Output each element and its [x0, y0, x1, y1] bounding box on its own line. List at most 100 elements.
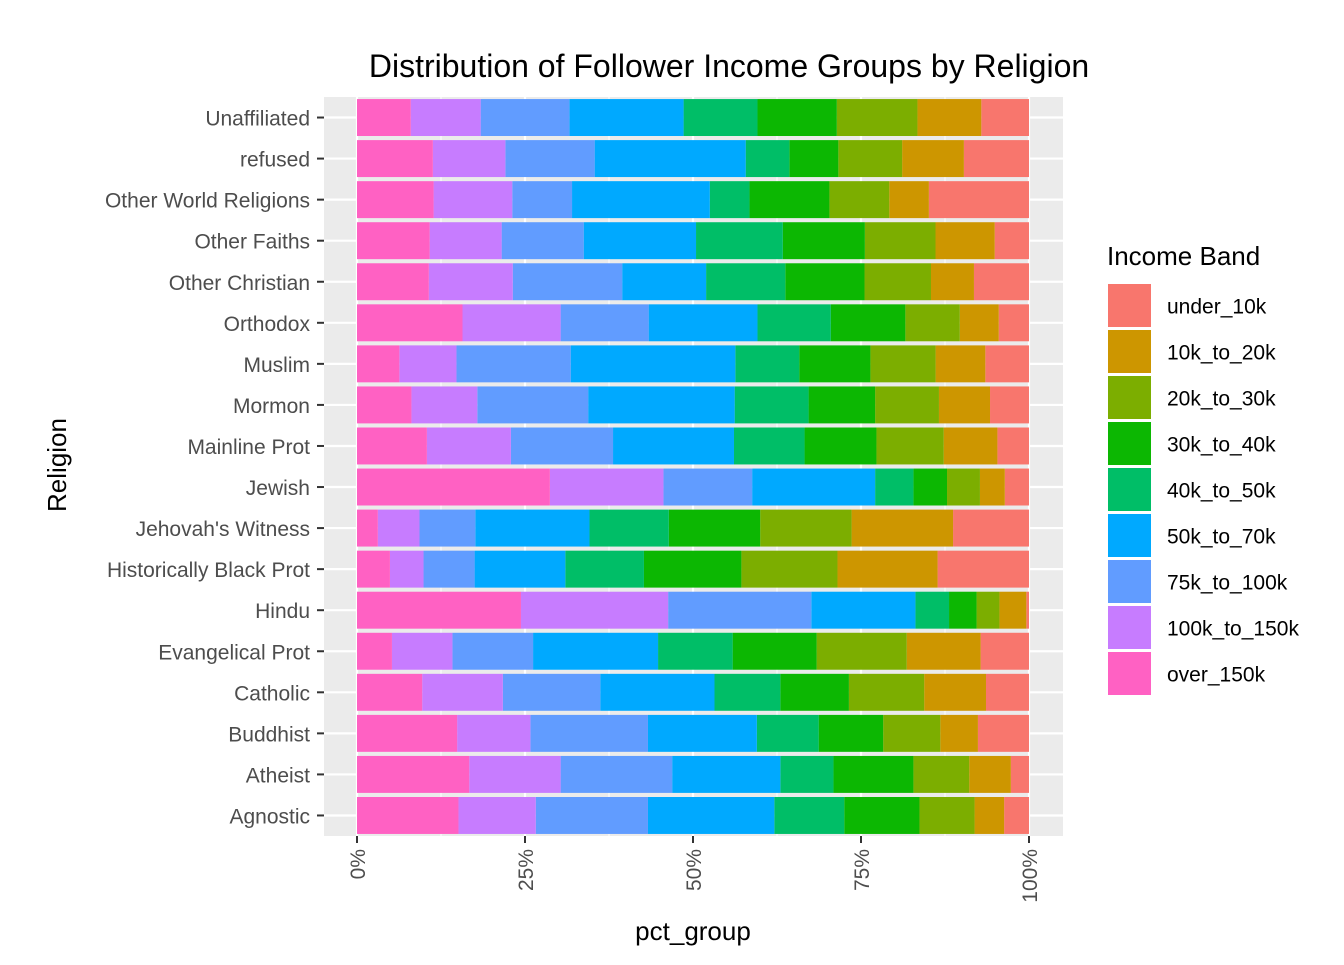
bar-segment-75k_to_100k — [477, 386, 589, 424]
bar-segment-under_10k — [1010, 755, 1029, 793]
bar-segment-10k_to_20k — [837, 550, 938, 588]
legend-key-100k_to_150k — [1108, 606, 1151, 649]
bar-segment-20k_to_30k — [741, 550, 838, 588]
y-tick-label: Other Christian — [169, 272, 310, 295]
bar-segment-30k_to_40k — [668, 509, 761, 547]
bar-segment-under_10k — [981, 99, 1029, 137]
bar-segment-10k_to_20k — [935, 222, 995, 260]
bar-segment-under_10k — [998, 304, 1029, 342]
bar-segment-50k_to_70k — [672, 755, 781, 793]
bar-segment-50k_to_70k — [647, 796, 775, 834]
y-tick-label: Jewish — [246, 477, 310, 500]
bar-segment-over_150k — [357, 755, 470, 793]
y-tick-label: refused — [240, 149, 310, 172]
bar-segment-30k_to_40k — [732, 632, 817, 670]
bar-segment-over_150k — [357, 468, 550, 506]
bar-segment-over_150k — [357, 140, 433, 178]
bar-segment-20k_to_30k — [947, 468, 980, 506]
bar-segment-20k_to_30k — [836, 99, 918, 137]
bar-segment-under_10k — [928, 181, 1029, 219]
bar-segment-under_10k — [997, 427, 1029, 465]
bar-segment-30k_to_40k — [949, 591, 977, 629]
legend-label: over_150k — [1167, 664, 1266, 687]
legend-label: 100k_to_150k — [1167, 618, 1299, 641]
bar-segment-75k_to_100k — [510, 427, 614, 465]
bar-segment-20k_to_30k — [875, 386, 939, 424]
bar-segment-30k_to_40k — [808, 386, 876, 424]
y-tick-label: Other Faiths — [194, 231, 310, 254]
x-tick-label: 0% — [347, 849, 370, 879]
y-tick-label: Other World Religions — [105, 190, 310, 213]
chart-title: Distribution of Follower Income Groups b… — [369, 48, 1089, 84]
bar-segment-10k_to_20k — [906, 632, 981, 670]
bar-segment-20k_to_30k — [905, 304, 960, 342]
legend-title: Income Band — [1107, 241, 1260, 271]
bar-segment-40k_to_50k — [756, 714, 819, 752]
y-tick-label: Historically Black Prot — [107, 559, 310, 582]
bar-segment-20k_to_30k — [838, 140, 903, 178]
bar-segment-100k_to_150k — [426, 427, 511, 465]
bar-segment-50k_to_70k — [533, 632, 659, 670]
bar-segment-100k_to_150k — [389, 550, 424, 588]
y-tick-label: Catholic — [234, 682, 310, 705]
bar-segment-over_150k — [357, 345, 400, 383]
bar-segment-20k_to_30k — [976, 591, 1000, 629]
bar-segment-40k_to_50k — [658, 632, 733, 670]
bar-segment-40k_to_50k — [734, 386, 809, 424]
bar-segment-under_10k — [1004, 796, 1029, 834]
bar-segment-30k_to_40k — [749, 181, 830, 219]
bar-segment-100k_to_150k — [429, 222, 502, 260]
bar-segment-30k_to_40k — [830, 304, 906, 342]
bar-segment-50k_to_70k — [600, 673, 715, 711]
bar-segment-30k_to_40k — [804, 427, 877, 465]
bar-segment-over_150k — [357, 181, 434, 219]
bar-segment-10k_to_20k — [851, 509, 954, 547]
bar-segment-under_10k — [963, 140, 1029, 178]
bar-segment-100k_to_150k — [432, 140, 506, 178]
legend-label: 40k_to_50k — [1167, 480, 1276, 503]
y-tick-label: Atheist — [246, 764, 310, 787]
bar-segment-75k_to_100k — [502, 673, 601, 711]
bar-segment-40k_to_50k — [875, 468, 914, 506]
bar-segment-100k_to_150k — [411, 386, 478, 424]
bar-segment-100k_to_150k — [391, 632, 453, 670]
bar-segment-over_150k — [357, 632, 392, 670]
bar-segment-30k_to_40k — [833, 755, 914, 793]
y-tick-label: Jehovah's Witness — [136, 518, 310, 541]
bar-segment-20k_to_30k — [848, 673, 925, 711]
bar-segment-100k_to_150k — [399, 345, 457, 383]
bar-segment-40k_to_50k — [565, 550, 644, 588]
bar-segment-10k_to_20k — [935, 345, 986, 383]
bar-segment-over_150k — [357, 591, 521, 629]
bar-segment-50k_to_70k — [583, 222, 697, 260]
bar-segment-75k_to_100k — [423, 550, 475, 588]
bar-segment-under_10k — [977, 714, 1029, 752]
bar-segment-30k_to_40k — [643, 550, 742, 588]
bar-segment-75k_to_100k — [560, 755, 673, 793]
bar-segment-50k_to_70k — [569, 99, 684, 137]
bar-segment-100k_to_150k — [549, 468, 664, 506]
bar-segment-20k_to_30k — [816, 632, 907, 670]
bar-segment-10k_to_20k — [999, 591, 1027, 629]
bar-segment-75k_to_100k — [560, 304, 649, 342]
bar-segment-50k_to_70k — [570, 345, 736, 383]
bar-segment-over_150k — [357, 263, 429, 301]
x-tick-label: 100% — [1019, 849, 1042, 903]
bar-segment-40k_to_50k — [589, 509, 669, 547]
bar-segment-20k_to_30k — [876, 427, 944, 465]
legend-key-50k_to_70k — [1108, 514, 1151, 557]
legend-key-40k_to_50k — [1108, 468, 1151, 511]
bar-segment-under_10k — [953, 509, 1029, 547]
y-tick-label: Unaffiliated — [205, 108, 310, 131]
bar-segment-under_10k — [985, 345, 1029, 383]
bar-segment-30k_to_40k — [799, 345, 871, 383]
bar-segment-10k_to_20k — [902, 140, 964, 178]
bar-segment-75k_to_100k — [456, 345, 571, 383]
bar-segment-75k_to_100k — [480, 99, 570, 137]
bar-segment-10k_to_20k — [940, 714, 978, 752]
legend-key-30k_to_40k — [1108, 422, 1151, 465]
legend-key-20k_to_30k — [1108, 376, 1151, 419]
bar-segment-100k_to_150k — [458, 796, 536, 834]
bar-segment-100k_to_150k — [462, 304, 561, 342]
